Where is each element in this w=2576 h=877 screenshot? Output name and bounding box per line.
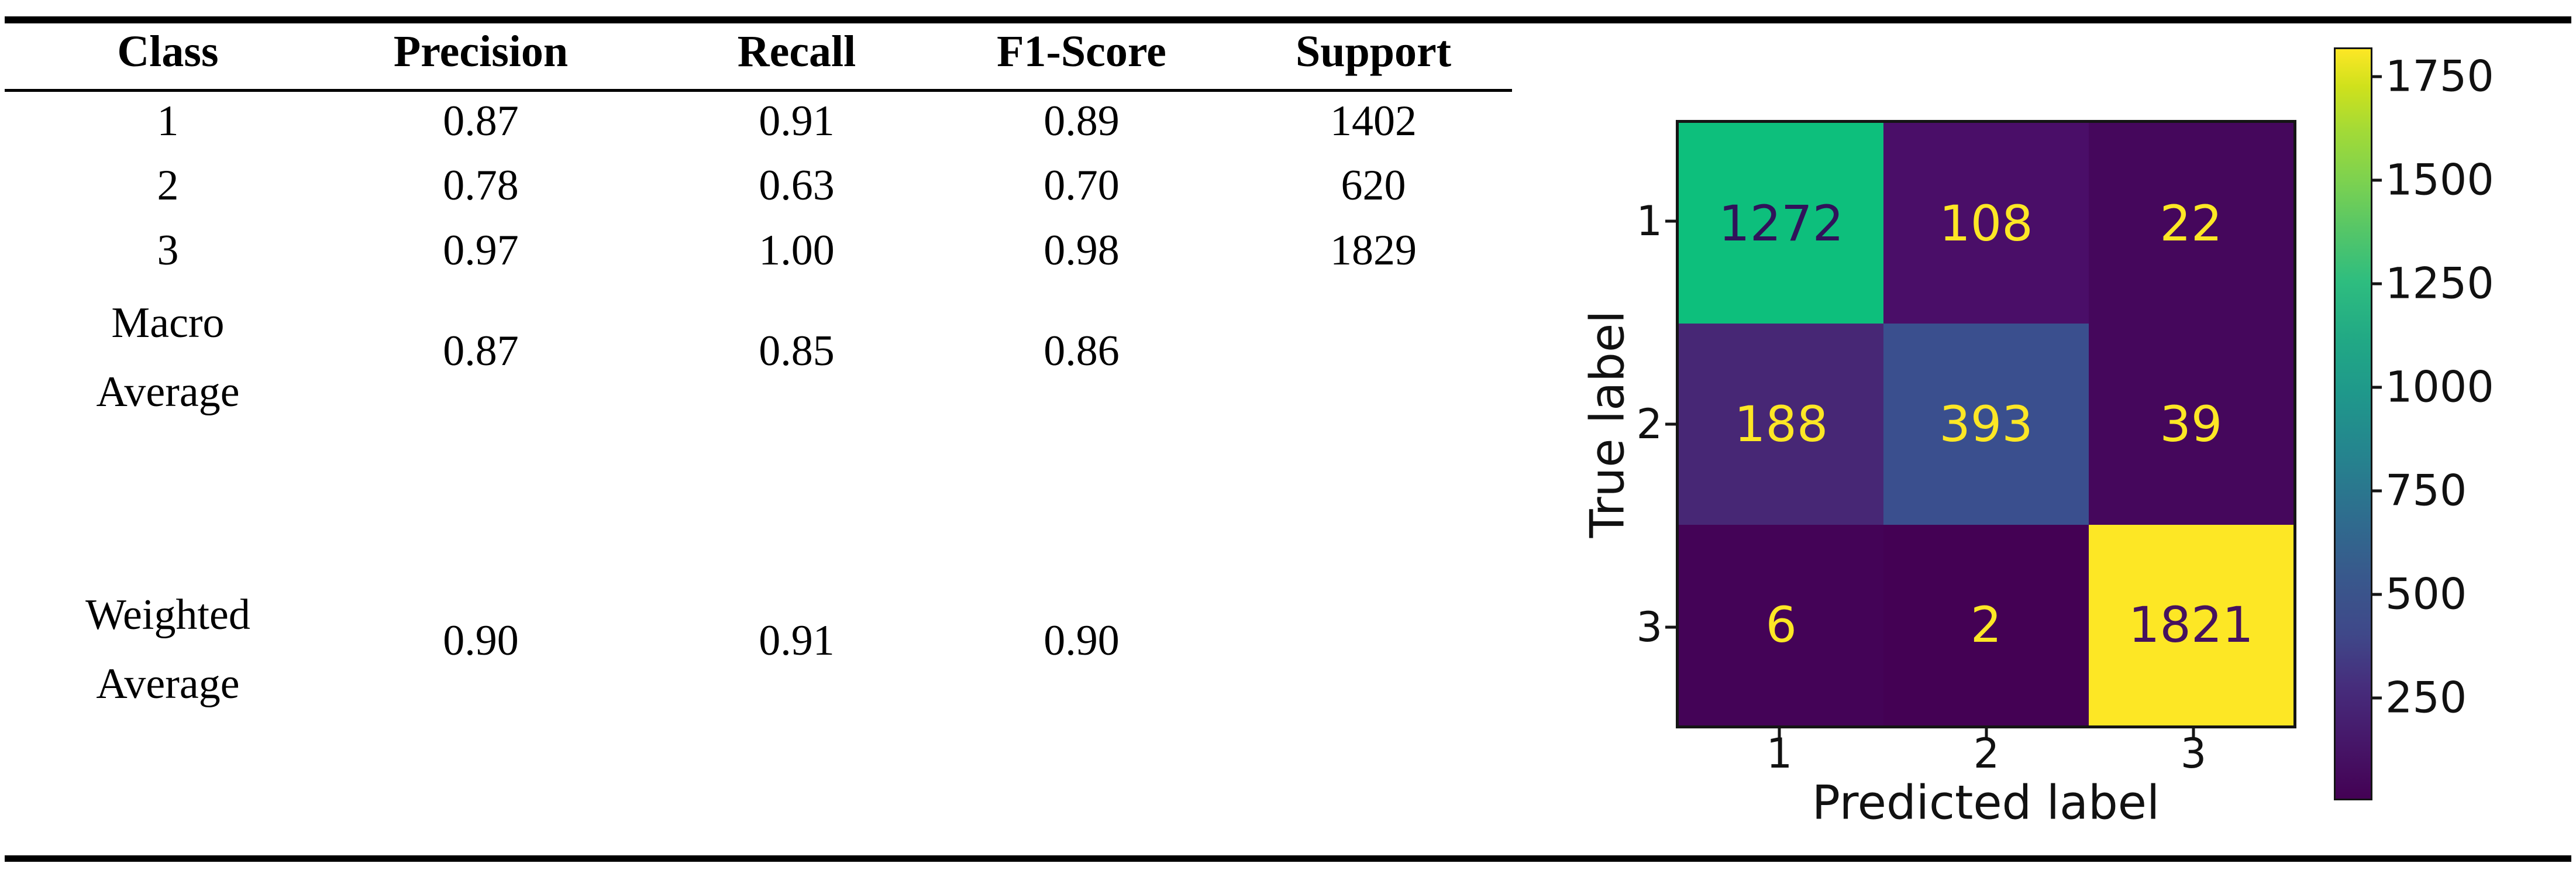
confusion-matrix: 1272 108 22 188 393 39 6 2 1821 bbox=[1676, 120, 2296, 728]
table-header-underline bbox=[5, 89, 1512, 92]
col-header-f1: F1-Score bbox=[997, 27, 1166, 76]
y-tickmark-2 bbox=[1665, 422, 1676, 426]
matrix-cell-r1c2: 108 bbox=[1883, 123, 2089, 324]
x-ticklabel-3: 3 bbox=[2180, 730, 2207, 778]
weighted-line1: Weighted bbox=[85, 591, 250, 639]
table-cell-f1-1: 0.89 bbox=[1044, 97, 1120, 145]
macro-line1: Macro bbox=[111, 299, 225, 347]
y-ticklabel-2: 2 bbox=[1636, 400, 1662, 448]
y-tickmark-3 bbox=[1665, 625, 1676, 629]
table-cell-recall-3: 1.00 bbox=[759, 226, 835, 274]
table-cell-class-macro: Macro Average bbox=[96, 288, 239, 427]
table-cell-precision-weighted: 0.90 bbox=[443, 617, 519, 665]
colorbar-tickmark-1750 bbox=[2372, 75, 2382, 78]
col-header-precision: Precision bbox=[393, 27, 569, 76]
table-cell-class-3: 3 bbox=[157, 226, 179, 274]
table-cell-class-weighted: Weighted Average bbox=[85, 580, 250, 718]
y-axis-title: True label bbox=[1580, 310, 1635, 538]
col-header-class: Class bbox=[117, 27, 219, 76]
y-ticklabel-3: 3 bbox=[1636, 603, 1662, 651]
table-cell-support-2: 620 bbox=[1341, 161, 1406, 209]
table-cell-class-2: 2 bbox=[157, 161, 179, 209]
x-ticklabel-1: 1 bbox=[1766, 730, 1793, 778]
y-ticklabel-1: 1 bbox=[1636, 197, 1662, 245]
matrix-cell-r3c3: 1821 bbox=[2088, 524, 2293, 725]
table-cell-recall-1: 0.91 bbox=[759, 97, 835, 145]
matrix-cell-r1c1: 1272 bbox=[1679, 123, 1884, 324]
table-cell-support-3: 1829 bbox=[1330, 226, 1417, 274]
table-cell-f1-macro: 0.86 bbox=[1044, 327, 1120, 375]
table-cell-precision-macro: 0.87 bbox=[443, 327, 519, 375]
x-ticklabel-2: 2 bbox=[1973, 730, 2000, 778]
macro-line2: Average bbox=[96, 368, 240, 416]
weighted-line2: Average bbox=[96, 660, 240, 708]
matrix-cell-r3c1: 6 bbox=[1679, 524, 1884, 725]
colorbar-tickmark-750 bbox=[2372, 489, 2382, 493]
colorbar-label-250: 250 bbox=[2385, 673, 2467, 723]
y-tickmark-1 bbox=[1665, 219, 1676, 223]
table-cell-support-1: 1402 bbox=[1330, 97, 1417, 145]
colorbar-label-1500: 1500 bbox=[2385, 155, 2494, 205]
table-cell-f1-3: 0.98 bbox=[1044, 226, 1120, 274]
table-cell-f1-weighted: 0.90 bbox=[1044, 617, 1120, 665]
top-rule bbox=[5, 16, 2571, 23]
colorbar-label-750: 750 bbox=[2385, 466, 2467, 516]
bottom-rule bbox=[5, 855, 2571, 862]
colorbar-tickmark-500 bbox=[2372, 593, 2382, 596]
table-cell-precision-2: 0.78 bbox=[443, 161, 519, 209]
colorbar bbox=[2334, 47, 2372, 800]
colorbar-label-1250: 1250 bbox=[2385, 259, 2494, 309]
x-tickmark-2 bbox=[1985, 728, 1988, 739]
matrix-cell-r3c2: 2 bbox=[1883, 524, 2089, 725]
colorbar-tickmark-1500 bbox=[2372, 178, 2382, 182]
matrix-cell-r1c3: 22 bbox=[2088, 123, 2293, 324]
matrix-cell-r2c1: 188 bbox=[1679, 324, 1884, 525]
col-header-support: Support bbox=[1295, 27, 1452, 76]
colorbar-tickmark-250 bbox=[2372, 696, 2382, 700]
table-cell-recall-2: 0.63 bbox=[759, 161, 835, 209]
colorbar-label-500: 500 bbox=[2385, 569, 2467, 620]
x-tickmark-1 bbox=[1778, 728, 1781, 739]
x-axis-title: Predicted label bbox=[1812, 775, 2160, 830]
matrix-cell-r2c3: 39 bbox=[2088, 324, 2293, 525]
table-cell-recall-macro: 0.85 bbox=[759, 327, 835, 375]
colorbar-tickmark-1000 bbox=[2372, 386, 2382, 389]
table-cell-precision-3: 0.97 bbox=[443, 226, 519, 274]
table-cell-recall-weighted: 0.91 bbox=[759, 617, 835, 665]
col-header-recall: Recall bbox=[737, 27, 856, 76]
matrix-cell-r2c2: 393 bbox=[1883, 324, 2089, 525]
colorbar-label-1750: 1750 bbox=[2385, 51, 2494, 102]
table-cell-f1-2: 0.70 bbox=[1044, 161, 1120, 209]
table-cell-precision-1: 0.87 bbox=[443, 97, 519, 145]
table-cell-class-1: 1 bbox=[157, 97, 179, 145]
colorbar-tickmark-1250 bbox=[2372, 282, 2382, 286]
x-tickmark-3 bbox=[2192, 728, 2195, 739]
colorbar-label-1000: 1000 bbox=[2385, 362, 2494, 412]
